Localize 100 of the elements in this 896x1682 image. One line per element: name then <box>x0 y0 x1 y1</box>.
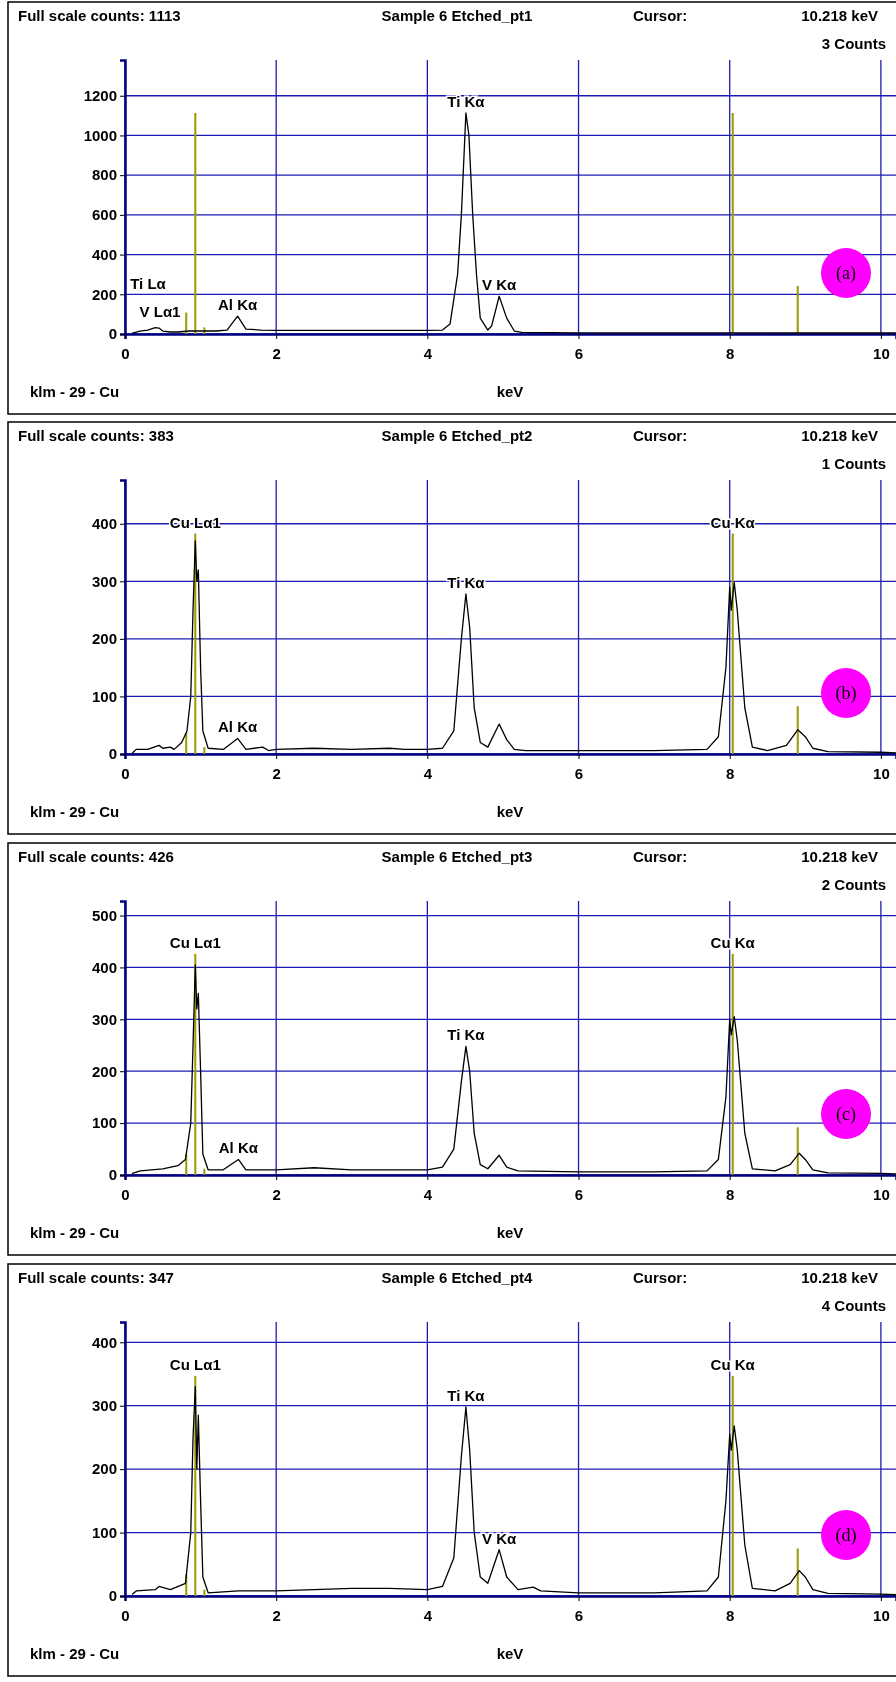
x-tick-label: 0 <box>121 1185 130 1203</box>
y-tick-label: 300 <box>91 572 117 590</box>
chart-title: Sample 6 Etched_pt2 <box>381 427 533 444</box>
x-tick-label: 4 <box>423 1606 433 1624</box>
y-tick-label: 100 <box>91 687 117 705</box>
annotation: Al Kα <box>218 296 259 314</box>
x-axis-title: keV <box>496 803 524 820</box>
y-tick-label: 400 <box>91 958 117 976</box>
bar <box>731 1375 734 1596</box>
x-tick-label: 2 <box>272 344 281 362</box>
annotation: (b) <box>835 683 857 704</box>
bar <box>203 747 206 754</box>
x-tick-label: 8 <box>726 1185 735 1203</box>
y-tick-label: 0 <box>108 1587 117 1605</box>
text: klm - 29 - Cu <box>30 383 120 400</box>
text: 1 Counts <box>821 455 886 472</box>
x-tick-label: 2 <box>272 764 281 782</box>
y-tick-label: 300 <box>91 1010 117 1028</box>
bar <box>203 1168 206 1175</box>
text: Full scale counts: 1113 <box>18 7 181 24</box>
x-tick-label: 4 <box>423 344 433 362</box>
y-tick-label: 800 <box>91 166 117 184</box>
x-tick-label: 0 <box>121 1606 130 1624</box>
y-tick-label: 200 <box>91 1062 117 1080</box>
text: Cursor: <box>633 1269 688 1286</box>
text: Cursor: <box>633 848 688 865</box>
y-tick-label: 300 <box>91 1397 117 1415</box>
y-tick-label: 1200 <box>83 87 117 105</box>
x-tick-label: 6 <box>574 764 584 782</box>
bar <box>796 1127 799 1175</box>
text: 3 Counts <box>821 35 886 52</box>
y-tick-label: 1000 <box>83 126 117 144</box>
y-tick-label: 0 <box>108 325 117 343</box>
annotation: Cu Lα1 <box>169 933 221 951</box>
text: 10.218 keV <box>801 7 878 24</box>
x-tick-label: 10 <box>873 1185 890 1203</box>
annotation: Al Kα <box>218 1139 259 1157</box>
x-tick-label: 6 <box>574 1185 584 1203</box>
x-tick-label: 6 <box>574 344 584 362</box>
bar <box>185 312 188 334</box>
bar <box>796 1548 799 1596</box>
x-tick-label: 8 <box>726 764 735 782</box>
y-tick-label: 600 <box>91 206 117 224</box>
x-tick-label: 6 <box>574 1606 584 1624</box>
y-tick-label: 400 <box>91 515 117 533</box>
chart-title: Sample 6 Etched_pt1 <box>381 7 533 24</box>
annotation: V Kα <box>482 1529 518 1547</box>
x-tick-label: 10 <box>873 764 890 782</box>
x-tick-label: 4 <box>423 1185 433 1203</box>
text: Full scale counts: 383 <box>18 427 174 444</box>
chart-title: Sample 6 Etched_pt4 <box>381 1269 534 1286</box>
text: Full scale counts: 347 <box>18 1269 174 1286</box>
annotation: (d) <box>835 1525 857 1546</box>
x-tick-label: 2 <box>272 1185 281 1203</box>
annotation: Ti Kα <box>447 1386 486 1404</box>
y-tick-label: 100 <box>91 1114 117 1132</box>
bar <box>194 113 197 334</box>
x-tick-label: 8 <box>726 1606 735 1624</box>
text: klm - 29 - Cu <box>30 1645 120 1662</box>
chart-title: Sample 6 Etched_pt3 <box>381 848 533 865</box>
y-tick-label: 400 <box>91 245 117 263</box>
bar <box>731 953 734 1175</box>
x-axis-title: keV <box>496 1224 524 1241</box>
x-tick-label: 8 <box>726 344 735 362</box>
y-tick-label: 200 <box>91 1460 117 1478</box>
y-tick-label: 400 <box>91 1333 117 1351</box>
y-tick-label: 0 <box>108 1166 117 1184</box>
y-tick-label: 500 <box>91 906 117 924</box>
annotation: V Lα1 <box>139 303 181 320</box>
bar <box>731 113 734 334</box>
x-axis-title: keV <box>496 383 524 400</box>
y-tick-label: 200 <box>91 630 117 648</box>
annotation: (c) <box>836 1104 856 1125</box>
text: 4 Counts <box>821 1297 886 1314</box>
annotation: Ti Kα <box>447 1026 486 1044</box>
x-tick-label: 4 <box>423 764 433 782</box>
bar <box>796 706 799 754</box>
y-tick-label: 200 <box>91 285 117 303</box>
bar <box>731 533 734 754</box>
annotation: Cu Lα1 <box>169 1355 221 1373</box>
x-tick-label: 10 <box>873 344 890 362</box>
y-tick-label: 0 <box>108 745 117 763</box>
text: 2 Counts <box>821 876 886 893</box>
annotation: Al Kα <box>218 718 259 736</box>
annotation: Ti Kα <box>447 93 486 111</box>
text: Full scale counts: 426 <box>18 848 174 865</box>
y-tick-label: 100 <box>91 1523 117 1541</box>
annotation: Ti Lα <box>130 275 167 292</box>
annotation: V Kα <box>482 276 518 294</box>
text: Cursor: <box>633 7 688 24</box>
x-tick-label: 10 <box>873 1606 890 1624</box>
bar <box>203 1589 206 1596</box>
text: 10.218 keV <box>801 427 878 444</box>
text: 10.218 keV <box>801 1269 878 1286</box>
bar <box>796 285 799 334</box>
text: Cursor: <box>633 427 688 444</box>
x-tick-label: 0 <box>121 764 130 782</box>
x-tick-label: 2 <box>272 1606 281 1624</box>
x-tick-label: 0 <box>121 344 130 362</box>
text: klm - 29 - Cu <box>30 803 120 820</box>
